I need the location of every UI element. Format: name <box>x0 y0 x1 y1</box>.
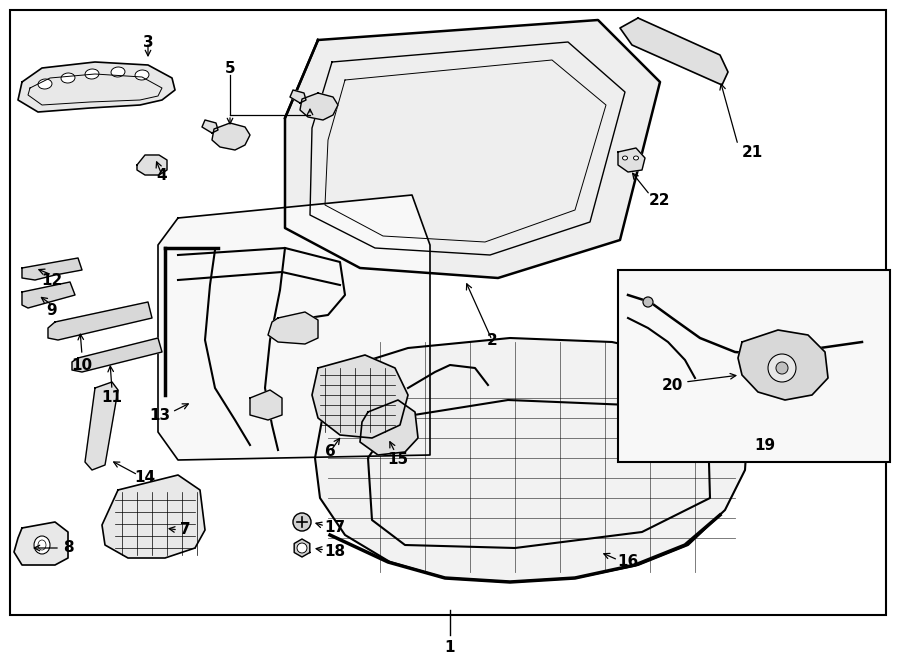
Text: 6: 6 <box>325 444 336 459</box>
Polygon shape <box>250 390 282 420</box>
Polygon shape <box>22 282 75 308</box>
Text: 8: 8 <box>63 540 73 555</box>
Text: 19: 19 <box>754 438 776 453</box>
Polygon shape <box>360 400 418 455</box>
Polygon shape <box>137 155 167 175</box>
Text: 2: 2 <box>487 332 498 348</box>
Polygon shape <box>72 338 162 372</box>
Polygon shape <box>738 330 828 400</box>
Polygon shape <box>315 338 748 582</box>
Text: 12: 12 <box>41 273 63 287</box>
Polygon shape <box>620 18 728 85</box>
Text: 10: 10 <box>71 357 93 373</box>
Polygon shape <box>212 123 250 150</box>
Circle shape <box>297 543 307 553</box>
Ellipse shape <box>34 536 50 554</box>
Polygon shape <box>18 62 175 112</box>
Ellipse shape <box>38 79 52 89</box>
Polygon shape <box>158 195 430 460</box>
Bar <box>618 270 890 462</box>
Polygon shape <box>285 20 660 278</box>
Ellipse shape <box>111 67 125 77</box>
Polygon shape <box>22 258 82 280</box>
Text: 4: 4 <box>157 167 167 183</box>
Text: 21: 21 <box>742 144 762 160</box>
Text: 11: 11 <box>102 391 122 406</box>
Ellipse shape <box>61 73 75 83</box>
Text: 18: 18 <box>324 545 346 559</box>
Text: 16: 16 <box>617 555 639 569</box>
Text: 1: 1 <box>445 641 455 655</box>
Text: 7: 7 <box>180 522 190 538</box>
Polygon shape <box>202 120 218 133</box>
Ellipse shape <box>623 156 627 160</box>
Polygon shape <box>618 148 645 172</box>
Text: 14: 14 <box>134 471 156 485</box>
Polygon shape <box>102 475 205 558</box>
Polygon shape <box>85 382 118 470</box>
Text: 15: 15 <box>387 453 409 467</box>
Polygon shape <box>300 93 338 120</box>
Ellipse shape <box>135 70 149 80</box>
Circle shape <box>293 513 311 531</box>
Polygon shape <box>290 90 306 103</box>
Text: 20: 20 <box>662 377 683 393</box>
Text: 13: 13 <box>149 408 171 422</box>
Polygon shape <box>268 312 318 344</box>
Polygon shape <box>312 355 408 438</box>
Text: 3: 3 <box>143 34 153 50</box>
Ellipse shape <box>85 69 99 79</box>
Polygon shape <box>48 302 152 340</box>
Text: 5: 5 <box>225 60 235 75</box>
Polygon shape <box>14 522 68 565</box>
Text: 22: 22 <box>649 193 670 207</box>
Text: 9: 9 <box>47 303 58 318</box>
Text: 17: 17 <box>324 520 346 536</box>
Circle shape <box>643 297 653 307</box>
Circle shape <box>776 362 788 374</box>
Ellipse shape <box>634 156 638 160</box>
Circle shape <box>768 354 796 382</box>
Polygon shape <box>294 539 310 557</box>
